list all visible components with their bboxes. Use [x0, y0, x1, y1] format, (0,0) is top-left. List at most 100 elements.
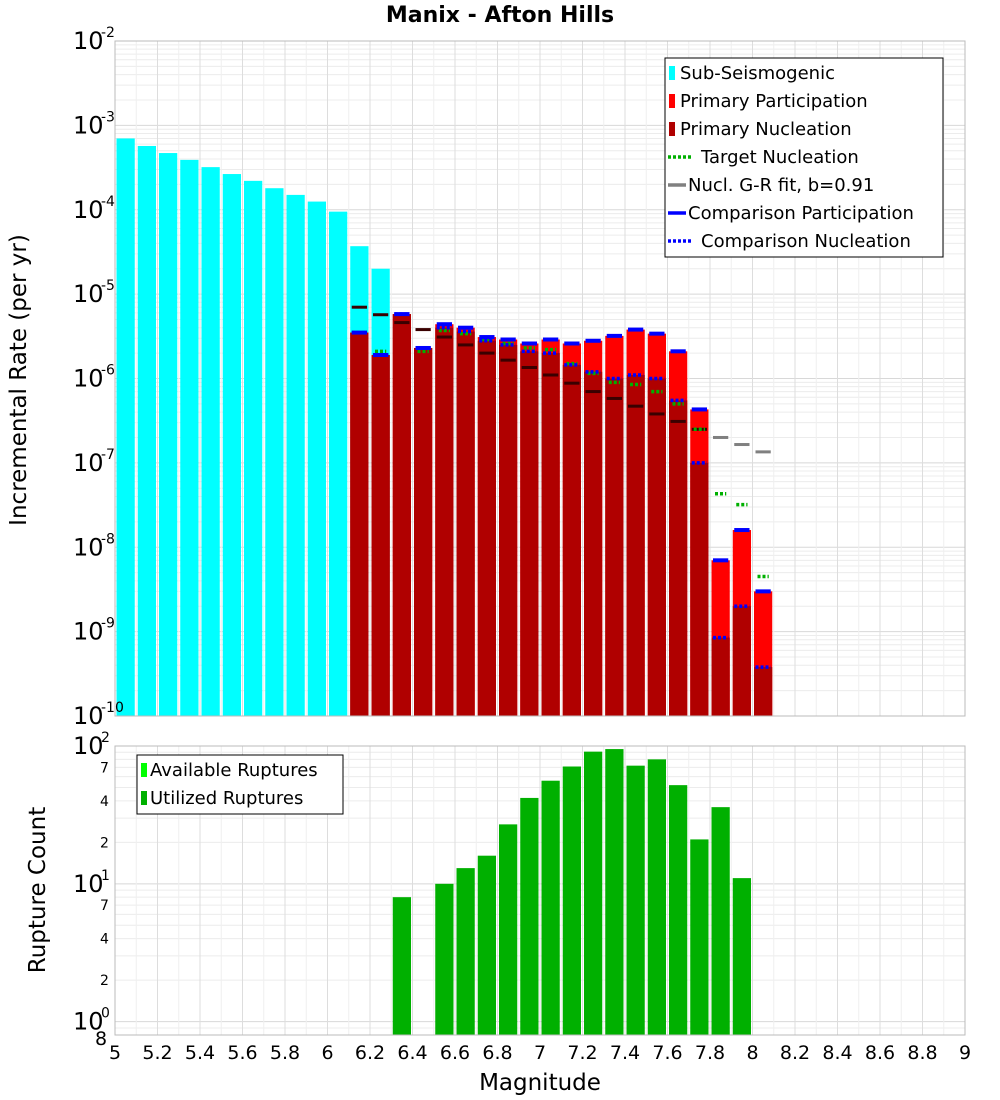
- primary-nucleation-bar: [350, 332, 369, 716]
- bottom-y-minor-tick: 8: [95, 1028, 107, 1050]
- bottom-y-minor-tick: 2: [100, 835, 109, 851]
- x-tick-label: 9: [959, 1042, 971, 1064]
- top-y-tick: 10-3: [73, 109, 115, 139]
- primary-nucleation-bar: [754, 667, 773, 716]
- sub-seismogenic-bar: [265, 188, 284, 717]
- sub-seismogenic-bar: [286, 194, 305, 716]
- primary-nucleation-bar: [435, 327, 454, 716]
- top-y-tick-exponent: -3: [101, 109, 115, 125]
- bottom-y-tick-exponent: 1: [101, 868, 110, 884]
- top-legend-label: Comparison Nucleation: [701, 231, 911, 252]
- bottom-legend-box: [136, 754, 344, 815]
- sub-seismogenic-bar: [244, 180, 263, 716]
- bottom-bars: [392, 749, 751, 1035]
- top-marks: [351, 305, 771, 669]
- primary-nucleation-bar: [562, 364, 581, 716]
- bottom-legend-swatch: [141, 763, 147, 777]
- sub-seismogenic-bar: [222, 174, 241, 716]
- top-y-tick-exponent: -2: [101, 25, 115, 41]
- x-tick-label: 6.6: [440, 1042, 470, 1064]
- top-y-tick-base: 10: [73, 27, 104, 55]
- top-legend-label: Sub-Seismogenic: [680, 63, 835, 84]
- primary-nucleation-bar: [456, 331, 475, 716]
- sub-seismogenic-bar: [329, 211, 348, 716]
- sub-seismogenic-bar: [307, 201, 326, 716]
- x-tick-label: 6: [321, 1042, 333, 1064]
- x-tick-label: 8: [746, 1042, 758, 1064]
- rupture-count-bar: [541, 780, 560, 1035]
- top-y-tick-exponent: -4: [101, 194, 115, 210]
- rupture-count-bar: [690, 839, 709, 1035]
- primary-nucleation-bar: [669, 400, 688, 716]
- top-y-tick-exponent: -8: [101, 531, 115, 547]
- x-tick-label: 7.2: [567, 1042, 597, 1064]
- x-tick-label: 7.8: [695, 1042, 725, 1064]
- bottom-y-minor-tick: 4: [100, 932, 109, 948]
- primary-nucleation-bar: [414, 347, 433, 716]
- top-y-tick-base: 10: [73, 365, 104, 393]
- top-y-tick-base: 10: [73, 280, 104, 308]
- top-y-tick: 10-4: [73, 194, 115, 224]
- top-y-tick: 10-10: [73, 700, 124, 730]
- sub-seismogenic-bar: [201, 167, 220, 716]
- bottom-grid: [114, 745, 966, 1036]
- x-tick-label: 5.6: [227, 1042, 257, 1064]
- sub-seismogenic-bar: [116, 138, 135, 717]
- top-legend-label: Comparison Participation: [688, 203, 914, 224]
- primary-nucleation-bar: [392, 314, 411, 716]
- primary-nucleation-bar: [541, 353, 560, 716]
- top-y-tick-base: 10: [73, 111, 104, 139]
- top-y-tick-base: 10: [73, 533, 104, 561]
- top-y-tick: 10-9: [73, 616, 115, 646]
- rupture-count-bar: [562, 766, 581, 1035]
- bottom-legend: Available Ruptures Utilized Ruptures: [136, 754, 344, 815]
- top-y-axis-label: Incremental Rate (per yr): [6, 234, 32, 526]
- primary-nucleation-bar: [626, 375, 645, 716]
- top-legend-swatch: [669, 94, 675, 108]
- top-legend-label: Primary Participation: [680, 91, 868, 112]
- bottom-y-tick-base: 10: [73, 732, 104, 760]
- top-y-tick: 10-6: [73, 363, 115, 393]
- x-tick-label: 7: [534, 1042, 546, 1064]
- top-plot-frame: [114, 40, 966, 717]
- x-tick-label: 5.2: [142, 1042, 172, 1064]
- top-legend-label: Primary Nucleation: [680, 119, 852, 140]
- top-y-tick: 10-5: [73, 278, 115, 308]
- primary-nucleation-bar: [584, 371, 603, 716]
- bottom-y-tick-base: 10: [73, 1008, 104, 1036]
- bottom-legend-label: Available Ruptures: [150, 760, 318, 781]
- bottom-y-tick: 101: [73, 868, 110, 898]
- top-y-tick-base: 10: [73, 449, 104, 477]
- x-tick-label: 5: [109, 1042, 121, 1064]
- top-y-tick-base: 10: [73, 702, 104, 730]
- x-tick-label: 6.8: [482, 1042, 512, 1064]
- rupture-count-bar: [711, 807, 730, 1035]
- bottom-y-tick-exponent: 2: [101, 730, 110, 746]
- top-y-tick-exponent: -9: [101, 616, 115, 632]
- rupture-count-bar: [520, 797, 539, 1035]
- bottom-y-tick-base: 10: [73, 870, 104, 898]
- primary-nucleation-bar: [647, 378, 666, 716]
- top-y-tick: 10-2: [73, 25, 115, 55]
- top-legend-label: Target Nucleation: [700, 147, 859, 168]
- rupture-count-bar: [605, 749, 624, 1035]
- bottom-y-minor-tick: 2: [100, 973, 109, 989]
- rupture-count-bar: [499, 824, 518, 1035]
- top-y-tick-exponent: -6: [101, 363, 115, 379]
- primary-nucleation-bar: [499, 344, 518, 716]
- bottom-y-minor-tick: 4: [100, 794, 109, 810]
- primary-nucleation-bar: [520, 351, 539, 716]
- x-tick-label: 5.8: [270, 1042, 300, 1064]
- top-legend-swatch: [669, 66, 675, 80]
- top-y-tick-exponent: -5: [101, 278, 115, 294]
- primary-nucleation-bar: [605, 378, 624, 716]
- bottom-y-axis-label: Rupture Count: [25, 807, 51, 973]
- rupture-count-bar: [584, 751, 603, 1035]
- bottom-legend-swatch: [141, 791, 147, 805]
- x-tick-label: 8.2: [780, 1042, 810, 1064]
- bottom-y-minor-tick: 7: [100, 760, 109, 776]
- x-tick-label: 8.4: [822, 1042, 852, 1064]
- top-y-tick-base: 10: [73, 196, 104, 224]
